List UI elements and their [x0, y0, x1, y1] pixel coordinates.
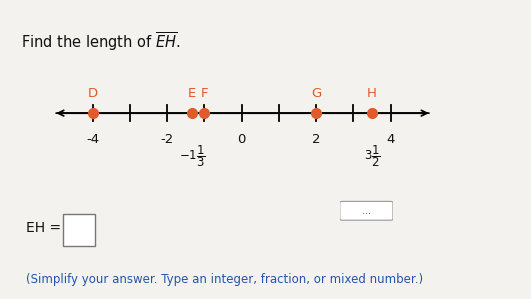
Text: $3\dfrac{1}{2}$: $3\dfrac{1}{2}$ [364, 143, 381, 169]
Text: -2: -2 [160, 133, 174, 146]
FancyBboxPatch shape [63, 214, 95, 246]
Text: F: F [201, 87, 208, 100]
Text: D: D [88, 87, 98, 100]
Text: 0: 0 [237, 133, 246, 146]
Text: ...: ... [362, 206, 371, 216]
Text: 2: 2 [312, 133, 320, 146]
Text: $-1\dfrac{1}{3}$: $-1\dfrac{1}{3}$ [178, 143, 205, 169]
Text: -4: -4 [86, 133, 99, 146]
Text: H: H [367, 87, 377, 100]
Text: EH =: EH = [26, 221, 65, 235]
Text: E: E [188, 87, 196, 100]
Text: 4: 4 [387, 133, 395, 146]
Text: Find the length of $\overline{EH}$.: Find the length of $\overline{EH}$. [21, 30, 181, 53]
FancyBboxPatch shape [340, 202, 393, 220]
Text: (Simplify your answer. Type an integer, fraction, or mixed number.): (Simplify your answer. Type an integer, … [26, 273, 423, 286]
Text: G: G [311, 87, 321, 100]
